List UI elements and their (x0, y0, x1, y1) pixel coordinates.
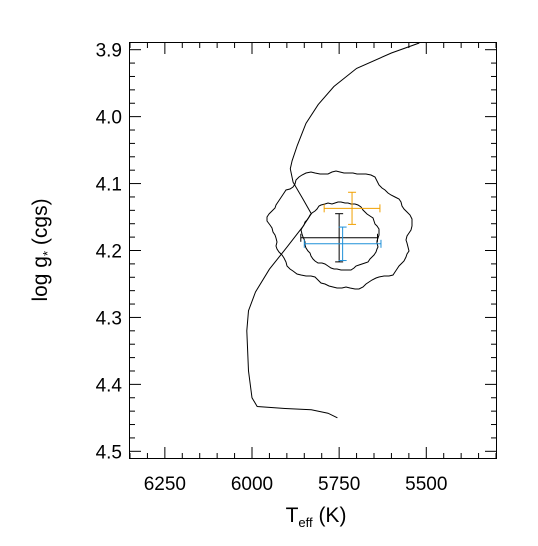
x-tick-label: 6000 (231, 474, 273, 495)
error-bar-point (303, 226, 382, 262)
x-tick-label: 5500 (405, 474, 447, 495)
contour-1sigma (300, 201, 380, 271)
y-tick-label: 4.1 (96, 175, 122, 196)
y-tick-label: 4.4 (96, 375, 123, 396)
y-tick-label: 4.3 (96, 308, 122, 329)
error-bar-point (323, 191, 381, 225)
x-axis-label: Teff (K) (286, 504, 347, 530)
x-tick-label: 5750 (318, 474, 360, 495)
plot-frame (129, 42, 497, 459)
y-tick-label: 4.5 (96, 442, 122, 463)
x-tick-labels: 6250 6000 5750 5500 (144, 474, 448, 495)
data-marks (246, 42, 420, 419)
contour-2sigma (266, 170, 413, 290)
x-tick-label: 6250 (144, 474, 186, 495)
y-tick-label: 3.9 (96, 41, 122, 62)
tick-marks (129, 43, 497, 458)
y-tick-label: 4.0 (96, 108, 122, 129)
error-bar-point (300, 213, 378, 263)
y-axis-label: log g* (cgs) (29, 198, 55, 301)
y-tick-labels: 3.9 4.0 4.1 4.2 4.3 4.4 4.5 (96, 41, 123, 464)
y-tick-label: 4.2 (96, 242, 122, 263)
